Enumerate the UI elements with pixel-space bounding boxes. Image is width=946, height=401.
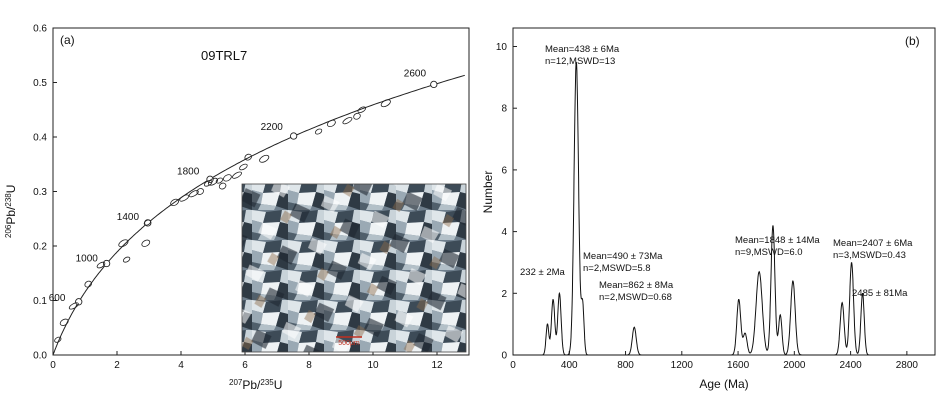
analysis-ellipses bbox=[54, 99, 391, 343]
analysis-ellipse bbox=[327, 119, 336, 128]
concordia-line bbox=[52, 74, 465, 356]
analysis-ellipse bbox=[54, 336, 62, 343]
concordia-age-label: 1000 bbox=[76, 253, 99, 264]
x-tick-label-a: 2 bbox=[114, 360, 120, 371]
y-tick-label-a: 0.0 bbox=[33, 351, 47, 362]
analysis-ellipse bbox=[357, 106, 367, 114]
annotation-438: Mean=438 ± 6Ma n=12,MSWD=13 bbox=[545, 44, 620, 67]
analysis-ellipse bbox=[232, 171, 242, 179]
x-tick-label-b: 800 bbox=[617, 360, 634, 371]
x-tick-label-a: 10 bbox=[367, 360, 379, 371]
y-tick-label-a: 0.5 bbox=[33, 78, 47, 89]
analysis-ellipse bbox=[215, 177, 224, 184]
x-tick-label-b: 400 bbox=[561, 360, 578, 371]
x-tick-label-a: 12 bbox=[431, 360, 443, 371]
age-marker bbox=[289, 132, 298, 140]
y-tick-label-a: 0.6 bbox=[33, 24, 47, 35]
age-label-232: 232 ± 2Ma bbox=[520, 267, 566, 278]
age-probability-curve bbox=[513, 61, 935, 356]
age-marker bbox=[430, 80, 438, 89]
y-axis-title-b: Number bbox=[481, 171, 495, 214]
x-tick-label-a: 6 bbox=[242, 360, 248, 371]
y-tick-label-a: 0.1 bbox=[33, 296, 47, 307]
x-axis-main: Pb/ bbox=[242, 378, 261, 392]
y-axis-main: Pb/ bbox=[4, 206, 18, 225]
panel-a-concordia: (a) 09TRL7 0 2 4 6 8 10 12 0.0 0.1 0.2 0.3 0.4 0.5 0.… bbox=[4, 24, 470, 392]
sample-label: 09TRL7 bbox=[201, 48, 247, 63]
y-tick-label-b: 8 bbox=[501, 104, 507, 115]
age-marker bbox=[102, 259, 111, 268]
analysis-ellipse bbox=[223, 174, 232, 182]
analysis-ellipse bbox=[118, 239, 129, 248]
x-tick-label-a: 4 bbox=[178, 360, 184, 371]
x-tick-label-b: 1600 bbox=[727, 360, 750, 371]
analysis-ellipse bbox=[244, 153, 252, 161]
x-axis-title-b: Age (Ma) bbox=[699, 377, 748, 391]
analysis-ellipse bbox=[239, 163, 248, 171]
analysis-ellipse bbox=[84, 280, 92, 288]
x-axis-sup1: 207 bbox=[229, 378, 243, 387]
analysis-ellipse bbox=[259, 154, 270, 163]
panel-a-axes: 0 2 4 6 8 10 12 0.0 0.1 0.2 0.3 0.4 0.5 0.6 bbox=[33, 24, 443, 372]
concordia-age-label: 1800 bbox=[177, 166, 200, 177]
thin-section-photo: 500μm bbox=[241, 183, 467, 353]
y-tick-label-a: 0.2 bbox=[33, 242, 47, 253]
analysis-ellipse bbox=[314, 128, 323, 135]
analysis-ellipse bbox=[143, 219, 152, 226]
age-label-2485: 2485 ± 81Ma bbox=[852, 288, 908, 299]
analysis-ellipse bbox=[342, 117, 353, 125]
concordia-age-label: 2200 bbox=[261, 122, 284, 133]
analysis-ellipse bbox=[188, 190, 199, 198]
y-tick-label-a: 0.3 bbox=[33, 187, 47, 198]
analysis-ellipse bbox=[141, 239, 151, 247]
y-tick-label-a: 0.4 bbox=[33, 133, 47, 144]
x-tick-label-a: 0 bbox=[50, 360, 56, 371]
analysis-ellipse bbox=[122, 256, 131, 263]
y-axis-sup2: 238 bbox=[4, 193, 13, 207]
x-axis-sup2: 235 bbox=[260, 378, 274, 387]
age-marker bbox=[75, 298, 83, 306]
annotation-1848: Mean=1848 ± 14Ma n=9,MSWD=6.0 bbox=[735, 235, 820, 258]
analysis-ellipse bbox=[96, 261, 106, 269]
x-axis-title-a: 207Pb/235U bbox=[229, 378, 282, 392]
analysis-ellipse bbox=[68, 302, 79, 310]
y-tick-label-b: 6 bbox=[501, 165, 507, 176]
y-axis-sup1: 206 bbox=[4, 224, 13, 238]
y-tick-label-b: 10 bbox=[496, 42, 508, 53]
analysis-ellipse bbox=[196, 188, 204, 195]
concordia-curve: 600 1000 1400 1800 2200 2600 bbox=[49, 68, 465, 356]
panel-b-frame bbox=[512, 27, 936, 356]
panel-b-histogram: (b) 0 400 800 1200 1600 2000 2400 2800 0 2 4 6 8 10 M… bbox=[481, 27, 936, 391]
panel-b-axes: 0 400 800 1200 1600 2000 2400 2800 0 2 4 6 8 10 bbox=[496, 42, 919, 371]
y-tick-label-b: 4 bbox=[501, 227, 507, 238]
analysis-ellipse bbox=[170, 198, 179, 207]
x-tick-label-a: 8 bbox=[306, 360, 312, 371]
annotation-490: Mean=490 ± 73Ma n=2,MSWD=5.8 bbox=[583, 251, 663, 274]
y-tick-label-b: 2 bbox=[501, 289, 507, 300]
x-axis-tail: U bbox=[274, 378, 283, 392]
analysis-ellipse bbox=[179, 194, 190, 202]
x-tick-label-b: 0 bbox=[510, 360, 516, 371]
analysis-ellipse bbox=[353, 112, 361, 120]
panel-b-label: (b) bbox=[905, 34, 920, 48]
x-tick-label-b: 2800 bbox=[896, 360, 919, 371]
annotation-2407: Mean=2407 ± 6Ma n=3,MSWD=0.43 bbox=[833, 238, 913, 261]
x-tick-label-b: 2400 bbox=[839, 360, 862, 371]
analysis-ellipse bbox=[218, 182, 227, 190]
analysis-ellipse bbox=[380, 99, 391, 108]
scale-bar-label: 500μm bbox=[338, 340, 360, 347]
y-axis-tail: U bbox=[4, 185, 18, 194]
panel-a-label: (a) bbox=[60, 33, 75, 47]
y-axis-title-a: 206Pb/238U bbox=[4, 185, 18, 238]
annotation-862: Mean=862 ± 8Ma n=2,MSWD=0.68 bbox=[599, 280, 674, 303]
concordia-age-label: 2600 bbox=[404, 68, 427, 79]
concordia-age-label: 600 bbox=[49, 293, 66, 304]
y-tick-label-b: 0 bbox=[501, 351, 507, 362]
concordia-age-label: 1400 bbox=[117, 212, 140, 223]
x-tick-label-b: 2000 bbox=[783, 360, 806, 371]
analysis-ellipse bbox=[59, 318, 69, 326]
x-tick-label-b: 1200 bbox=[671, 360, 694, 371]
